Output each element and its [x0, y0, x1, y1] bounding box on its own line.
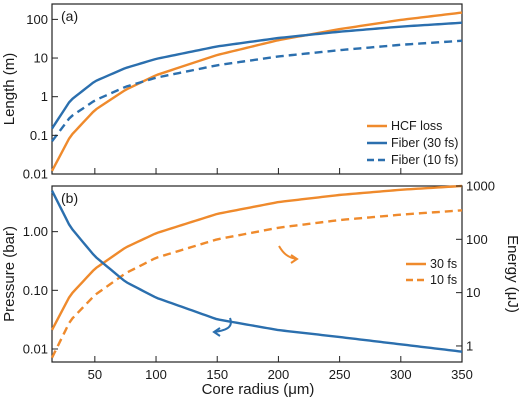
x-tick-label: 250	[329, 367, 351, 382]
legend-label-10fs: 10 fs	[430, 273, 457, 287]
y-tick-label: 0.1	[30, 128, 48, 143]
panel-b-y-axis-title: Pressure (bar)	[1, 226, 18, 322]
legend-label-fiber-10fs: Fiber (10 fs)	[391, 153, 458, 167]
panel-b-y-ticks: 0.01 0.10 1.00	[23, 224, 58, 356]
panel-b-label: (b)	[61, 190, 78, 206]
legend-label-30fs: 30 fs	[430, 257, 457, 271]
panel-a-y-axis-title: Length (m)	[1, 53, 18, 126]
panel-b-frame	[51, 185, 463, 363]
y-tick-label: 0.01	[23, 341, 48, 356]
series-line-30-fs	[50, 184, 463, 331]
panel-a-frame	[51, 3, 463, 175]
y-tick-label: 1.00	[23, 224, 48, 239]
panel-a-legend: HCF loss Fiber (30 fs) Fiber (10 fs)	[367, 119, 458, 167]
panel-a-y-ticks: 0.01 0.1 1 10 100	[23, 12, 58, 182]
y-tick-label: 0.01	[23, 167, 48, 182]
x-tick-label: 150	[206, 367, 228, 382]
y-tick-label: 1	[41, 89, 48, 104]
panel-b: (b) 0.01 0.10 1.00 1 10 100 1000 50 100 150 200 2…	[1, 179, 520, 399]
series-line-blue-left	[50, 190, 463, 353]
series-line-hcf-loss	[50, 11, 463, 172]
series-line-10-fs	[50, 209, 463, 359]
x-tick-label: 100	[145, 367, 167, 382]
blue-arrow-head	[212, 327, 221, 337]
orange-arrow-head	[290, 254, 299, 264]
y2-tick-label: 1000	[466, 179, 495, 194]
panel-b-y2-ticks: 1 10 100 1000	[456, 179, 495, 353]
panel-a-x-ticks	[94, 168, 463, 174]
series-line-fiber-10-fs	[51, 39, 463, 143]
legend-label-fiber-30fs: Fiber (30 fs)	[391, 136, 458, 150]
panel-a-curves	[50, 11, 463, 172]
panel-b-x-ticks: 50 100 150 200 250 300 350	[88, 356, 473, 382]
legend-label-hcf-loss: HCF loss	[391, 119, 442, 133]
panel-b-y2-axis-title: Energy (μJ)	[504, 235, 520, 313]
blue-to-left-axis-arrow	[213, 317, 232, 333]
x-tick-label: 50	[88, 367, 102, 382]
series-line-fiber-30-fs	[50, 21, 463, 130]
x-axis-title: Core radius (μm)	[202, 381, 315, 398]
y-tick-label: 100	[26, 12, 48, 27]
x-tick-label: 300	[390, 367, 412, 382]
panel-a-label: (a)	[61, 8, 78, 24]
panel-a: (a) 0.01 0.1 1 10 100 Length (m) HCF loss Fi…	[1, 3, 463, 182]
y-tick-label: 0.10	[23, 283, 48, 298]
x-tick-label: 350	[451, 367, 473, 382]
x-tick-label: 200	[268, 367, 290, 382]
y2-tick-label: 1	[466, 338, 473, 353]
panel-b-curves	[50, 184, 463, 359]
panel-b-legend: 30 fs 10 fs	[406, 257, 457, 287]
y-tick-label: 10	[34, 51, 48, 66]
y2-tick-label: 10	[466, 285, 480, 300]
y2-tick-label: 100	[466, 232, 488, 247]
